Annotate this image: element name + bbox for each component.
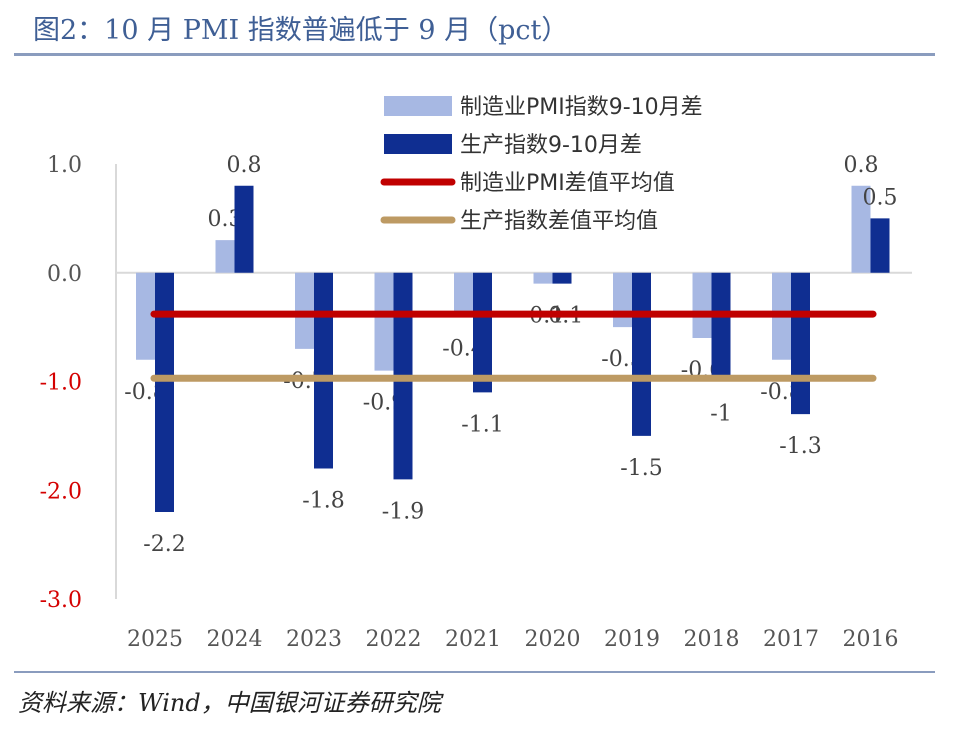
y-tick-label: 1.0 [47,153,82,178]
bar [791,272,810,415]
data-label: -1.8 [302,489,344,514]
bar [136,272,155,360]
data-label: -1.9 [382,499,424,524]
x-tick-label: 2020 [525,627,581,652]
bar [613,272,632,328]
legend-swatch [384,96,452,116]
bar [533,272,553,284]
bar [552,272,572,284]
x-tick-label: 2021 [445,627,501,652]
y-tick-label: 0.0 [47,262,82,287]
data-label: 0.8 [844,153,879,178]
bar [234,185,254,273]
data-label: -1.5 [620,456,662,481]
x-tick-label: 2017 [763,627,819,652]
x-tick-label: 2022 [366,627,422,652]
bar [632,272,651,436]
bar [711,272,731,382]
bar [374,272,394,371]
bar [155,272,174,512]
data-label: -2.2 [143,532,185,557]
chart-legend: 制造业PMI指数9-10月差生产指数9-10月差制造业PMI差值平均值生产指数差… [380,95,703,234]
bar [870,218,890,273]
x-tick-label: 2025 [127,627,183,652]
legend-label: 生产指数差值平均值 [460,209,658,234]
data-label: -1 [710,402,731,427]
plot-area: 1.00.0-1.0-2.0-3.02025-0.8-2.220240.30.8… [40,153,912,652]
legend-label: 制造业PMI差值平均值 [460,171,675,196]
data-label: -1.1 [461,412,503,437]
bar [851,185,871,273]
x-tick-label: 2023 [286,627,342,652]
bottom-rule [14,671,935,673]
legend-label: 制造业PMI指数9-10月差 [460,95,703,120]
x-tick-label: 2019 [604,627,660,652]
x-tick-label: 2016 [843,627,899,652]
y-tick-label: -1.0 [40,371,82,396]
x-tick-label: 2018 [684,627,740,652]
data-label: 0.8 [227,153,262,178]
source-note: 资料来源：Wind，中国银河证券研究院 [18,689,441,717]
data-label: -1.3 [779,434,821,459]
data-label: 0.5 [863,185,898,210]
y-tick-label: -2.0 [40,479,82,504]
bar [314,272,333,469]
top-rule [14,53,935,56]
x-tick-label: 2024 [207,627,263,652]
bar [473,272,492,393]
legend-swatch [384,134,452,154]
legend-label: 生产指数9-10月差 [460,133,642,158]
bar [215,240,235,273]
bar [692,272,712,338]
figure-title: 图2：10 月 PMI 指数普遍低于 9 月（pct） [33,15,569,46]
bar [454,272,473,317]
y-tick-label: -3.0 [40,588,82,613]
